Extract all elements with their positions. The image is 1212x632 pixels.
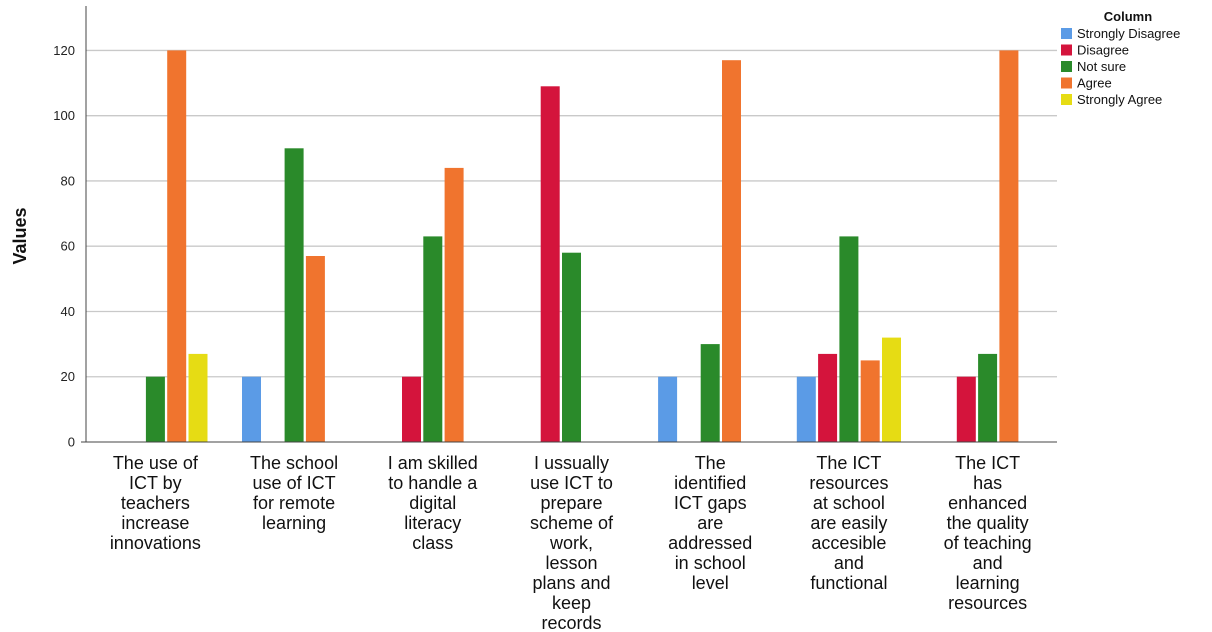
y-tick-label: 100 [53, 108, 75, 123]
bar [722, 60, 741, 442]
category-label: The school use of ICT for remote learning [250, 453, 338, 533]
category-label: I am skilled to handle a digital literacy cl… [388, 453, 479, 553]
y-tick-label: 20 [61, 369, 75, 384]
bar [188, 353, 208, 442]
bars [145, 50, 1019, 443]
bar [818, 353, 838, 442]
legend-swatch [1061, 28, 1072, 39]
bar [562, 252, 581, 442]
bar [956, 376, 976, 442]
y-tick-label: 120 [53, 43, 75, 58]
bar [145, 376, 165, 442]
legend-title: Column [1104, 9, 1152, 24]
bar [242, 376, 261, 442]
y-tick-label: 0 [68, 435, 75, 450]
y-axis-label: Values [10, 207, 30, 264]
category-labels: The use of ICT by teachers increase innovati… [110, 453, 1032, 632]
bar [700, 344, 720, 442]
bar [839, 236, 859, 442]
legend-label: Strongly Disagree [1077, 26, 1180, 41]
bar [860, 360, 880, 442]
category-label: The ICT resources at school are easily acces… [809, 453, 888, 593]
legend-swatch [1061, 61, 1072, 72]
bar [444, 167, 464, 442]
bar [882, 337, 901, 442]
bar [978, 353, 998, 442]
legend-swatch [1061, 44, 1072, 56]
axes [81, 6, 1057, 443]
y-tick-label: 80 [61, 173, 75, 188]
category-label: The identified ICT gaps are addressed in scho… [668, 453, 752, 593]
bar [167, 50, 187, 443]
legend-swatch [1061, 94, 1072, 105]
legend-swatch [1061, 77, 1072, 89]
category-label: The use of ICT by teachers increase innovati… [110, 453, 201, 553]
y-tick-labels: 0 20 40 60 80 100 120 [53, 43, 75, 450]
bar [402, 376, 421, 442]
bar [999, 50, 1019, 443]
category-label: The ICT has enhanced the quality of teaching… [944, 453, 1032, 613]
bar [796, 376, 816, 442]
y-tick-label: 60 [61, 239, 75, 254]
bar [305, 256, 325, 442]
bar [658, 376, 678, 442]
category-label: I ussually use ICT to prepare scheme of work… [530, 453, 614, 632]
legend-label: Strongly Agree [1077, 92, 1162, 107]
legend-label: Agree [1077, 76, 1112, 91]
y-tick-label: 40 [61, 304, 75, 319]
bar [284, 148, 304, 443]
legend-label: Not sure [1077, 59, 1126, 74]
bar [423, 236, 443, 442]
legend-label: Disagree [1077, 43, 1129, 58]
bar [540, 86, 560, 443]
